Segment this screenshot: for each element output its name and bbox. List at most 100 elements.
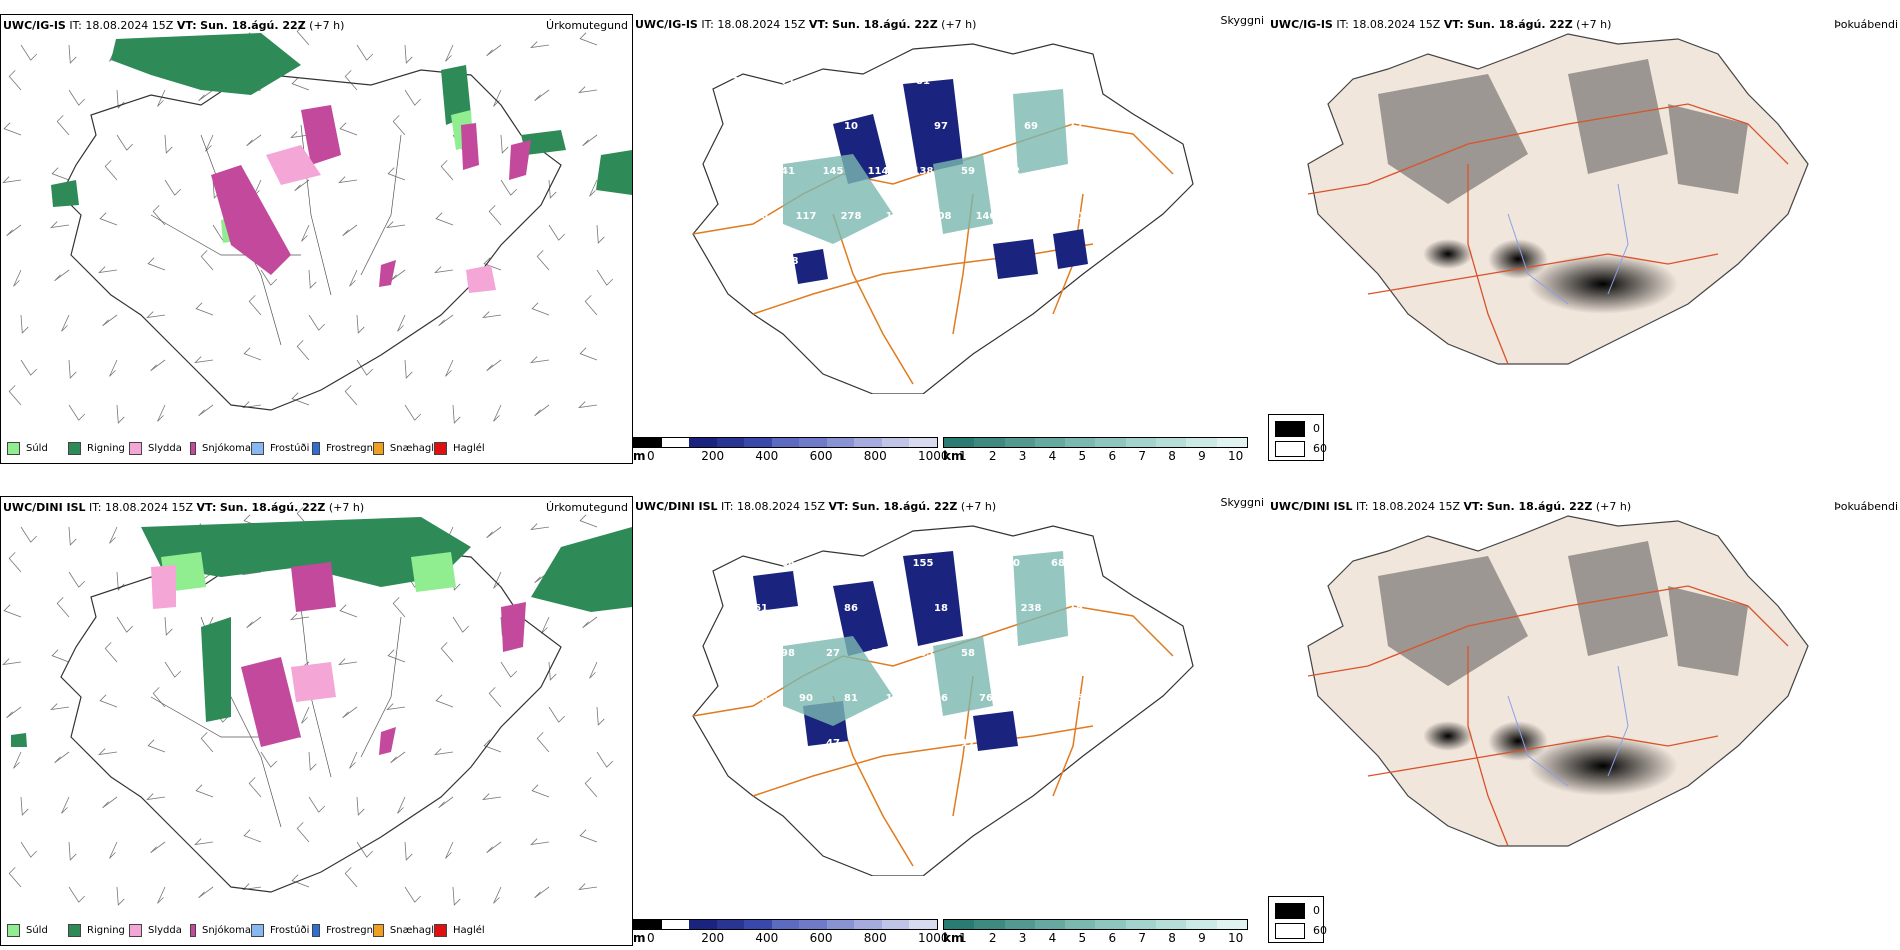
visibility-value-label: 68 <box>1051 558 1065 569</box>
visibility-value-label: 10 <box>916 256 930 267</box>
scale-tick-label: 800 <box>863 449 887 463</box>
wind-barb-icon <box>531 302 550 316</box>
wind-barb-icon <box>500 661 518 678</box>
wind-barb-icon <box>150 359 166 372</box>
visibility-value-label: 97 <box>916 738 930 749</box>
scale-tick-label: 400 <box>755 931 779 945</box>
fog-panel-bottom: UWC/DINI ISL IT: 18.08.2024 15Z VT: Sun.… <box>1268 496 1900 946</box>
legend-label: Snæhagl <box>389 925 434 936</box>
wind-barb-icon <box>342 224 358 237</box>
legend-item: Slydda <box>129 442 190 455</box>
valid-time: Sun. 18.ágú. 22Z <box>832 18 938 31</box>
vt-label: VT: <box>1463 500 1484 513</box>
wind-barb-icon <box>531 784 550 798</box>
visibility-value-label: 145 <box>823 166 844 177</box>
wind-barb-icon <box>3 604 22 618</box>
scale-bin <box>944 438 975 447</box>
visibility-value-label: 66 <box>799 603 813 614</box>
scale-bin <box>854 920 882 929</box>
wind-barb-icon <box>291 77 310 91</box>
wind-barb-icon <box>68 886 86 903</box>
scale-bin <box>716 438 745 447</box>
wind-barb-icon <box>248 777 262 798</box>
iceland-coastline <box>60 551 562 893</box>
wind-barb-icon <box>452 404 461 424</box>
wind-barb-icon <box>54 751 70 764</box>
vt-label: VT: <box>1443 18 1464 31</box>
lead-time: (+7 h) <box>1595 500 1632 513</box>
wind-barb-icon <box>146 311 166 319</box>
vis-teal-area <box>783 89 1068 244</box>
scale-bin <box>909 438 938 447</box>
wind-barb-icon <box>290 613 310 621</box>
scale-tick-label: 2 <box>988 449 997 463</box>
visibility-value-label: 15 <box>1069 603 1083 614</box>
wind-barb-icon <box>434 748 454 756</box>
model-name: UWC/DINI ISL <box>1270 500 1353 513</box>
wind-barb-icon <box>150 841 166 854</box>
wind-barb-icon <box>296 340 310 361</box>
visibility-value-label: 115 <box>778 738 799 749</box>
scale-tick-label: 6 <box>1108 449 1117 463</box>
legend-label: Slydda <box>148 925 182 936</box>
visibility-panel-top: 105 71 134 104 81 82 68 81 57 58 10 43 97 89 69 17 98 41 1… <box>633 14 1268 464</box>
scale-bin <box>744 920 772 929</box>
visibility-value-label: 47 <box>826 738 840 749</box>
wind-barb-icon <box>116 886 125 906</box>
legend-item: Rigning <box>68 442 129 455</box>
wind-barb-icon <box>579 829 598 843</box>
wind-barb-icon <box>404 44 413 64</box>
visibility-value-label: 43 <box>889 121 903 132</box>
scale-tick-label: 9 <box>1198 931 1206 945</box>
fog-greyshade <box>1378 541 1748 686</box>
legend-label: Snæhagl <box>389 443 434 454</box>
valid-time: Sun. 18.ágú. 22Z <box>851 500 958 513</box>
wind-barb-icon <box>194 356 214 364</box>
wind-barb-icon <box>349 269 358 287</box>
legend-label: Snjókoma <box>201 925 251 936</box>
wind-barb-icon <box>20 44 38 61</box>
wind-barb-icon <box>386 221 406 229</box>
wind-barb-icon <box>435 694 454 708</box>
visibility-value-label: 134 <box>823 76 844 87</box>
wind-barb-icon <box>200 250 214 271</box>
elevation-scale: m 0 200 400 600 800 1000 <box>633 919 949 945</box>
visibility-value-label: 74 <box>979 603 993 614</box>
wind-barb-icon <box>20 314 29 334</box>
visibility-value-label: 45 <box>736 648 750 659</box>
legend-swatch <box>434 442 447 455</box>
wind-barb-icon <box>116 404 125 424</box>
wind-barb-icon <box>578 86 598 94</box>
wind-barb-icon <box>116 616 134 633</box>
wind-barb-icon <box>3 122 22 136</box>
legend-item: Súld <box>7 924 68 937</box>
legend-item: Snjókoma <box>190 442 251 455</box>
roads <box>1307 103 1789 365</box>
visibility-value-label: 63 <box>1024 693 1038 704</box>
wind-barb-icon <box>493 571 502 589</box>
scale-bin <box>881 920 910 929</box>
wind-barb-icon <box>68 404 86 421</box>
wind-barb-icon <box>98 266 118 274</box>
wind-barb-icon <box>301 706 310 724</box>
lead-time: (+7 h) <box>1576 18 1612 31</box>
wind-barb-icon <box>164 616 173 636</box>
wind-barb-icon <box>146 793 166 801</box>
wind-barb-icon <box>68 44 77 64</box>
visibility-value-label: 97 <box>826 256 840 267</box>
wind-barb-icon <box>483 257 502 271</box>
wind-barb-icon <box>99 212 118 226</box>
wind-barb-icon <box>246 134 262 147</box>
wind-barb-icon <box>13 751 22 769</box>
legend-label: Rigning <box>87 925 125 936</box>
visibility-value-label: 41 <box>781 166 795 177</box>
wind-barb-icon <box>147 257 166 271</box>
scale-tick-label: 9 <box>1198 449 1206 463</box>
scale-tick-label: 8 <box>1168 449 1176 463</box>
legend-item: Snjókoma <box>190 924 251 937</box>
product-title: Þokuábendi <box>1834 500 1898 513</box>
visibility-value-label: 86 <box>1069 693 1083 704</box>
wind-barb-icon <box>530 523 550 531</box>
visibility-labels: 83 68 97 86 155 50 70 68 61 66 86 89 18 74 238 15 45 98 27… <box>736 558 1083 749</box>
legend-item: Frostúði <box>251 442 312 455</box>
